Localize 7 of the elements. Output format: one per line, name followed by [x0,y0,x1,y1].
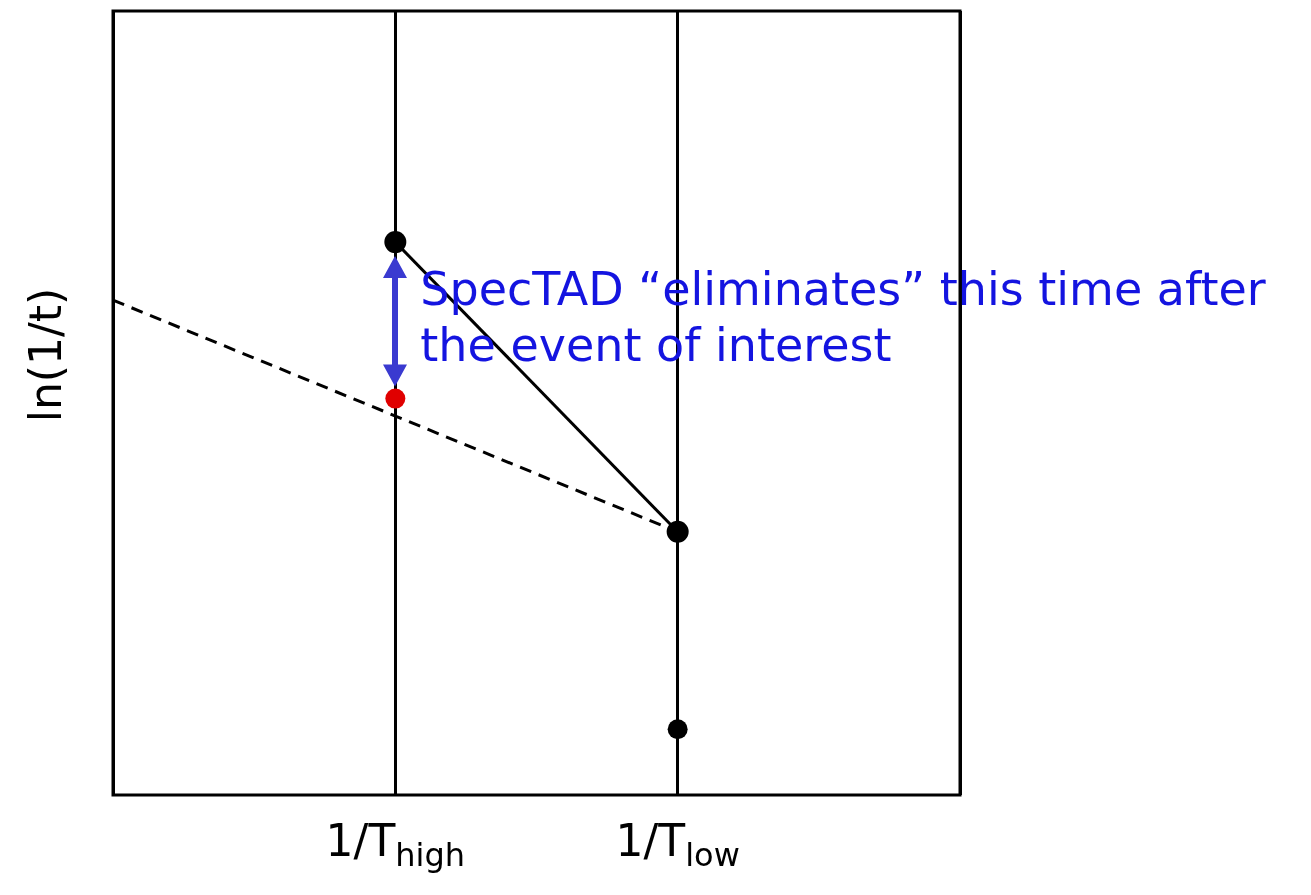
point [384,231,407,254]
point [667,719,688,740]
x-tick-label: 1/T$_{low}$ [615,815,740,874]
y-axis-title: ln(1/t) [19,287,71,423]
point [666,520,689,543]
point [385,388,406,409]
x-tick-label: 1/T$_{high}$ [325,815,466,874]
